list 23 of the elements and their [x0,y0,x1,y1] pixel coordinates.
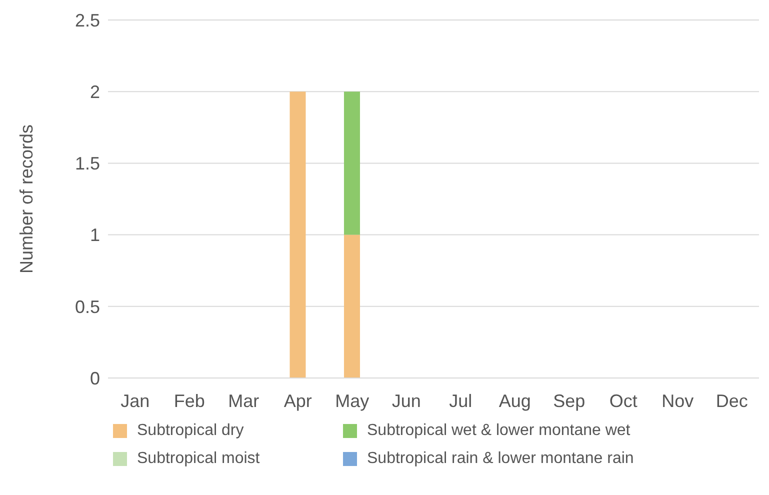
y-tick-label: 0 [90,368,100,388]
y-tick-label: 1 [90,225,100,246]
legend-label: Subtropical wet & lower montane wet [367,422,630,440]
y-axis-title: Number of records [16,124,36,274]
y-tick-label: 2 [90,82,100,102]
x-tick-label: Aug [498,390,531,411]
x-tick-label: Nov [662,390,694,411]
x-tick-label: May [335,390,370,411]
x-tick-label: Feb [174,390,205,411]
y-tick-label: 0.5 [74,296,100,317]
x-tick-label: Apr [284,390,312,411]
x-tick-label: Oct [609,390,638,411]
x-tick-label: Dec [716,390,748,411]
y-tick-label: 1.5 [74,154,100,174]
legend-label: Subtropical moist [137,450,260,468]
x-tick-label: Jan [120,390,150,411]
legend-label: Subtropical rain & lower montane rain [367,450,634,468]
x-tick-label: Mar [228,390,260,411]
x-tick-label: Sep [553,390,586,411]
x-tick-label: Jun [392,390,421,411]
legend-label: Subtropical dry [137,422,244,440]
y-tick-label: 2.5 [74,10,100,30]
x-tick-label: Jul [449,390,472,411]
